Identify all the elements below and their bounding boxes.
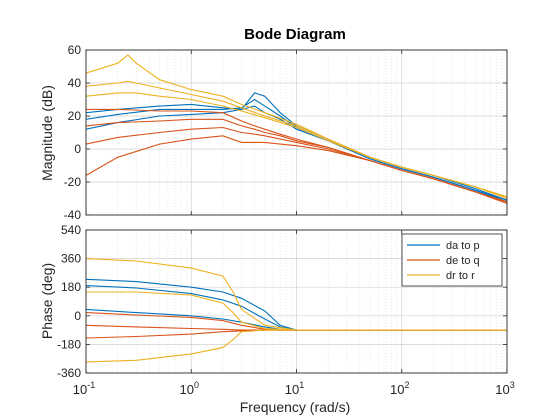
phase-y-tick-label: 540 (61, 223, 81, 237)
magnitude-y-tick-label: 40 (68, 76, 82, 90)
x-tick-label: 10-1 (73, 380, 95, 397)
legend-entry-label: de to q (446, 255, 480, 267)
legend-entry-label: da to p (446, 240, 480, 252)
magnitude-y-tick-label: -20 (64, 175, 82, 189)
x-tick-label: 101 (285, 380, 304, 397)
phase-axes-box (85, 229, 508, 374)
x-axis-label: Frequency (rad/s) (240, 399, 350, 415)
magnitude-y-tick-label: 0 (74, 142, 81, 156)
phase-y-tick-label: -180 (57, 337, 81, 351)
series-line-dr-to-r (86, 329, 507, 363)
series-line-da-to-p (86, 98, 507, 201)
x-tick-label: 103 (495, 380, 514, 397)
magnitude-y-tick-label: 20 (68, 109, 82, 123)
magnitude-y-tick-label: -40 (64, 208, 82, 222)
x-tick-label: 100 (180, 380, 199, 397)
magnitude-curves (86, 54, 507, 204)
phase-y-axis-label: Phase (deg) (39, 263, 55, 339)
magnitude-axes: -40 -20 0 20 40 60 Magnitude (dB) (39, 43, 508, 222)
magnitude-y-tick-label: 60 (68, 43, 82, 57)
legend-entry-label: dr to r (446, 270, 475, 282)
series-line-de-to-q (86, 108, 507, 203)
phase-y-tick-label: 180 (61, 280, 81, 294)
series-line-dr-to-r (86, 92, 507, 200)
phase-y-tick-label: 0 (74, 309, 81, 323)
phase-y-tick-label: -360 (57, 366, 81, 380)
magnitude-axes-box (85, 49, 508, 216)
magnitude-y-axis-label: Magnitude (dB) (39, 85, 55, 181)
phase-curves (86, 258, 507, 363)
x-tick-label: 102 (390, 380, 409, 397)
chart-title: Bode Diagram (244, 26, 346, 43)
legend: da to p de to q dr to r (401, 233, 503, 287)
phase-y-tick-label: 360 (61, 252, 81, 266)
